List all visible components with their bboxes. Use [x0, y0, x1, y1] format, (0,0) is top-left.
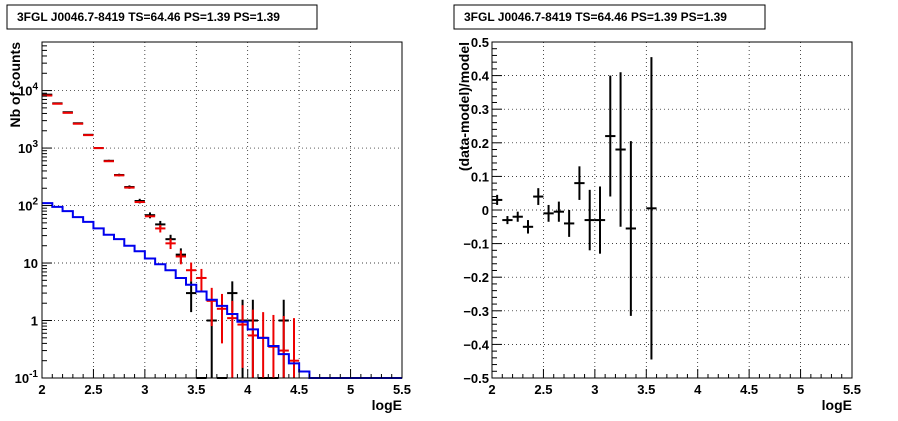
left-data-point	[288, 318, 300, 378]
right-title-box	[453, 4, 766, 30]
residual-point	[533, 188, 544, 205]
left-data-layer	[42, 93, 402, 379]
left-data-point	[206, 287, 217, 327]
left-y-tick-label: 1	[31, 314, 38, 329]
right-y-tick-label: 0	[482, 203, 489, 218]
right-y-tick-label: 0.5	[471, 35, 489, 50]
residual-point	[625, 141, 636, 316]
residual-point	[512, 211, 523, 222]
right-panel: 3FGL J0046.7-8419 TS=64.46 PS=1.39 PS=1.…	[453, 4, 861, 413]
left-data-point	[196, 268, 207, 292]
right-y-tick-label: −0.4	[463, 337, 489, 352]
residual-point	[605, 75, 616, 197]
left-x-tick-label: 3	[141, 382, 148, 397]
left-x-tick-label: 2	[38, 382, 45, 397]
residual-point	[646, 57, 657, 360]
right-y-tick-label: 0.3	[471, 102, 489, 117]
left-x-tick-label: 5.5	[393, 382, 411, 397]
left-axis-ticks: 2 2.5 3 3.5 4 4.5 5 5.5 10-1 1 10 102 103 104	[15, 41, 411, 397]
left-model-step-line	[42, 202, 402, 379]
left-title-box	[6, 4, 318, 30]
left-x-axis-title: logE	[372, 397, 402, 413]
left-x-tick-label: 4.5	[290, 382, 308, 397]
left-y-tick-label: 102	[18, 197, 38, 214]
right-y-tick-label: −0.3	[463, 304, 489, 319]
right-y-tick-label: −0.1	[463, 237, 489, 252]
residual-point	[564, 210, 575, 237]
left-plot-frame	[41, 41, 403, 379]
left-x-tick-label: 3.5	[187, 382, 205, 397]
right-x-tick-label: 3.5	[637, 382, 655, 397]
left-data-point	[278, 315, 289, 378]
right-x-tick-label: 2.5	[534, 382, 552, 397]
left-data-point	[237, 305, 248, 368]
residual-point	[543, 204, 554, 222]
residual-point	[522, 220, 534, 234]
residual-point	[594, 186, 606, 254]
right-y-axis-title: (data-model)/model	[456, 42, 472, 171]
left-data-point	[258, 312, 269, 378]
left-data-point	[186, 262, 197, 282]
right-x-tick-label: 5.5	[843, 382, 861, 397]
right-gridlines	[492, 42, 852, 378]
right-x-tick-label: 2	[488, 382, 495, 397]
left-data-point	[216, 293, 228, 344]
right-y-tick-label: 0.2	[471, 136, 489, 151]
left-data-point	[175, 250, 186, 265]
left-y-axis-title: Nb of counts	[7, 42, 23, 128]
left-x-tick-label: 5	[347, 382, 354, 397]
left-data-point	[247, 309, 258, 378]
right-x-axis-title: logE	[822, 397, 852, 413]
left-title: 3FGL J0046.7-8419 TS=64.46 PS=1.39 PS=1.…	[17, 10, 280, 24]
left-y-tick-label: 10-1	[15, 369, 39, 386]
right-axis-ticks: 2 2.5 3 3.5 4 4.5 5 5.5 −0.5 −0.4 −0.3 −0.2 −0.1 0 0.1…	[463, 35, 861, 397]
residual-point	[584, 189, 595, 251]
residual-point	[574, 166, 585, 200]
right-data-layer	[492, 57, 657, 360]
residual-point	[492, 194, 503, 205]
residual-point	[502, 216, 513, 225]
right-y-tick-label: 0.4	[471, 69, 490, 84]
left-data-point	[155, 224, 166, 233]
right-x-tick-label: 3	[591, 382, 598, 397]
right-y-tick-label: 0.1	[471, 169, 489, 184]
right-x-tick-label: 5	[797, 382, 804, 397]
left-y-tick-label: 104	[18, 82, 38, 99]
left-x-tick-label: 2.5	[84, 382, 102, 397]
right-x-tick-label: 4.5	[740, 382, 758, 397]
residual-point	[553, 201, 564, 222]
right-title: 3FGL J0046.7-8419 TS=64.46 PS=1.39 PS=1.…	[464, 10, 727, 24]
left-y-tick-label: 103	[18, 139, 38, 156]
right-y-tick-label: −0.2	[463, 270, 489, 285]
left-data-point	[227, 300, 238, 378]
right-y-tick-label: −0.5	[463, 371, 489, 386]
left-panel: 3FGL J0046.7-8419 TS=64.46 PS=1.39 PS=1.…	[6, 4, 411, 413]
left-y-tick-label: 10	[24, 256, 38, 271]
right-x-tick-label: 4	[694, 382, 702, 397]
residual-point	[615, 72, 626, 227]
left-data-point	[165, 238, 176, 250]
left-data-point	[186, 281, 197, 313]
left-x-tick-label: 4	[244, 382, 252, 397]
